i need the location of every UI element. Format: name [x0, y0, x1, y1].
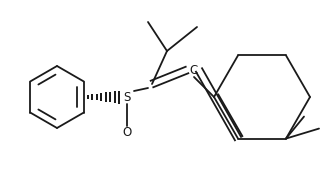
Text: O: O [122, 127, 132, 140]
Text: C: C [189, 64, 197, 76]
Text: S: S [123, 91, 131, 104]
